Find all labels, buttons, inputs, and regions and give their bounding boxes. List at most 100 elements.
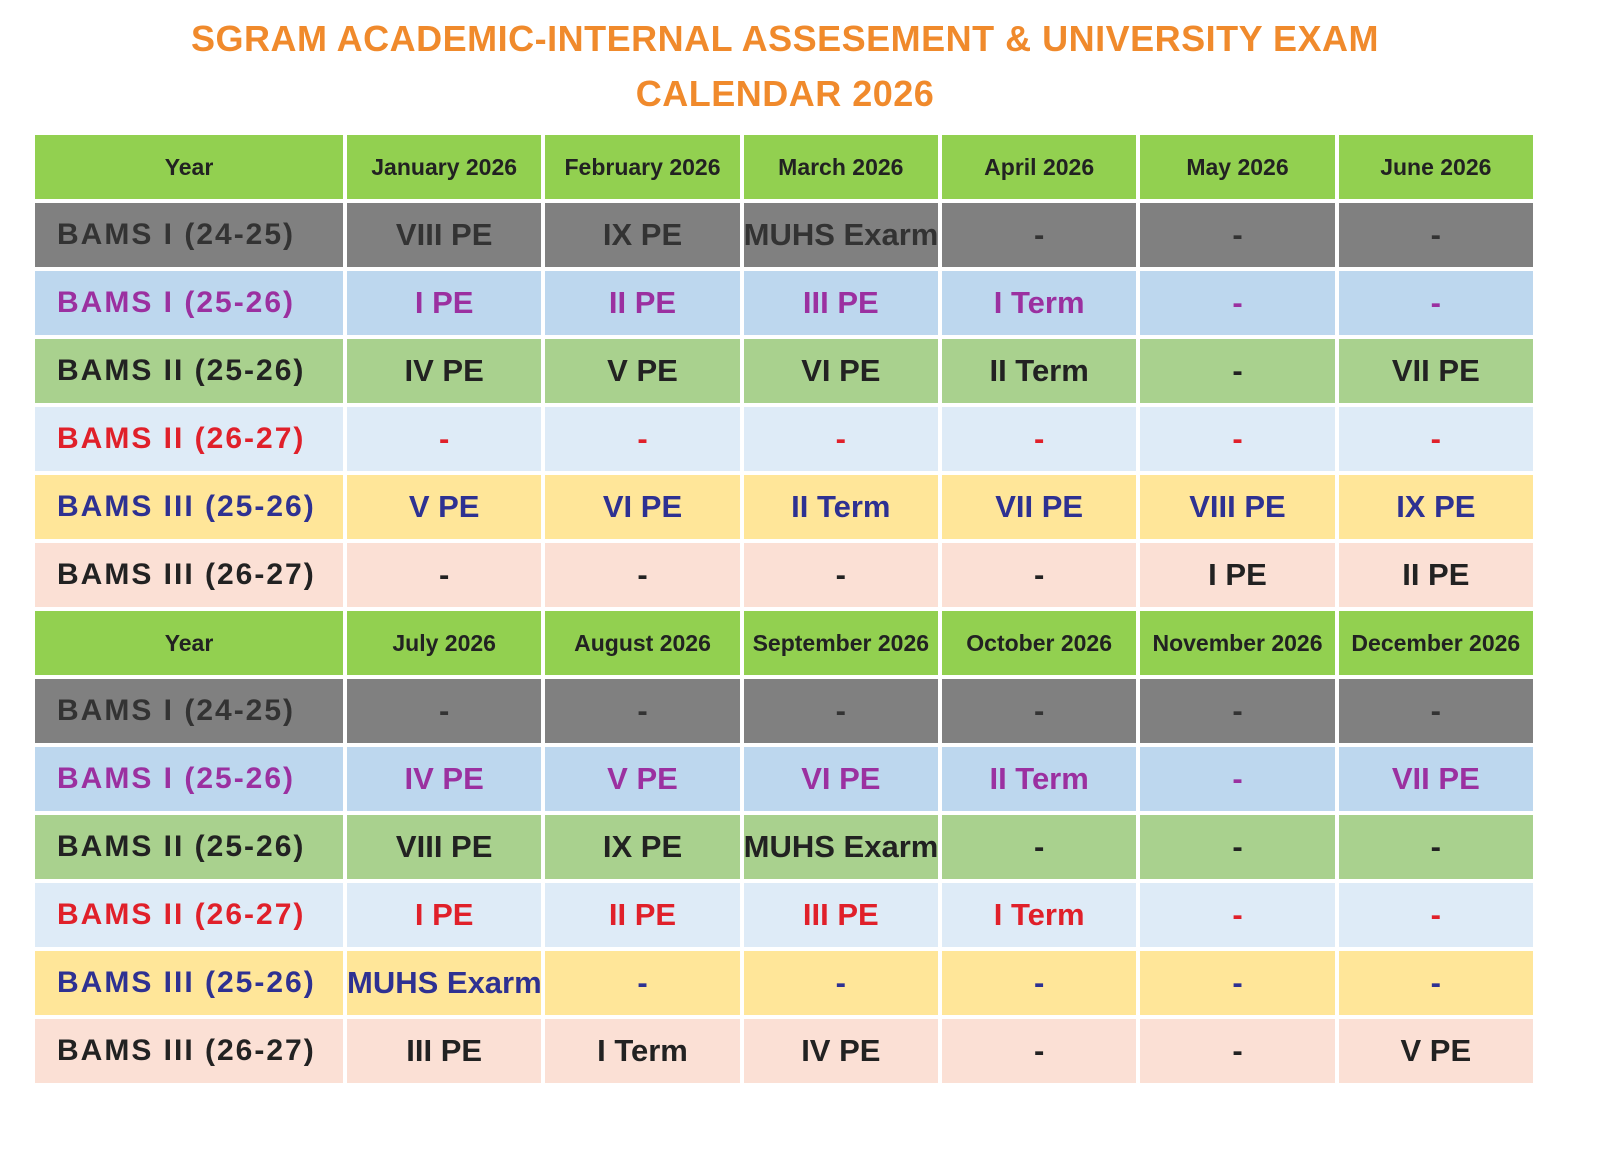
- row-label: BAMS III (25-26): [35, 475, 343, 539]
- cell: -: [1140, 271, 1335, 335]
- row: BAMS II (25-26) IV PE V PE VI PE II Term - VII…: [35, 339, 1533, 403]
- cell: II Term: [941, 339, 1137, 403]
- header-cell: Year: [35, 611, 343, 675]
- cell: V PE: [1338, 1019, 1533, 1083]
- cell: V PE: [545, 747, 740, 811]
- header-cell: August 2026: [545, 611, 740, 675]
- cell: -: [545, 407, 740, 471]
- header-cell: October 2026: [941, 611, 1137, 675]
- cell: VII PE: [941, 475, 1137, 539]
- cell: -: [347, 679, 542, 743]
- cell: -: [941, 679, 1137, 743]
- row: BAMS III (26-27) III PE I Term IV PE - - V PE: [35, 1019, 1533, 1083]
- cell: -: [941, 543, 1137, 607]
- cell: MUHS Exarm: [347, 951, 542, 1015]
- row-label: BAMS III (25-26): [35, 951, 343, 1015]
- cell: -: [1140, 951, 1335, 1015]
- header-cell: May 2026: [1140, 135, 1335, 199]
- cell: -: [347, 543, 542, 607]
- row: BAMS II (26-27) - - - - - -: [35, 407, 1533, 471]
- cell: IX PE: [545, 815, 740, 879]
- cell: III PE: [743, 883, 938, 947]
- cell: -: [1140, 339, 1335, 403]
- cell: MUHS Exarm: [743, 815, 938, 879]
- cell: II Term: [941, 747, 1137, 811]
- row-label: BAMS I (24-25): [35, 203, 343, 267]
- cell: -: [1140, 815, 1335, 879]
- header-cell: November 2026: [1140, 611, 1335, 675]
- cell: V PE: [347, 475, 542, 539]
- cell: I Term: [941, 883, 1137, 947]
- row: BAMS III (26-27) - - - - I PE II PE: [35, 543, 1533, 607]
- cell: -: [1338, 679, 1533, 743]
- row: BAMS I (25-26) IV PE V PE VI PE II Term - VII …: [35, 747, 1533, 811]
- cell: II Term: [743, 475, 938, 539]
- header-cell: December 2026: [1338, 611, 1533, 675]
- cell: -: [743, 407, 938, 471]
- header-cell: September 2026: [743, 611, 938, 675]
- row-label: BAMS III (26-27): [35, 1019, 343, 1083]
- cell: IV PE: [347, 339, 542, 403]
- cell: -: [545, 679, 740, 743]
- cell: IV PE: [347, 747, 542, 811]
- cell: VIII PE: [1140, 475, 1335, 539]
- cell: -: [743, 951, 938, 1015]
- cell: III PE: [347, 1019, 542, 1083]
- header-cell: April 2026: [941, 135, 1137, 199]
- cell: VII PE: [1338, 339, 1533, 403]
- cell: -: [1140, 407, 1335, 471]
- title: CALENDAR 2026: [635, 73, 935, 114]
- cell: VI PE: [743, 747, 938, 811]
- cell: -: [1338, 203, 1533, 267]
- cell: -: [1140, 203, 1335, 267]
- row: BAMS I (24-25) VIII PE IX PE MUHS Exarm - - -: [35, 203, 1533, 267]
- cell: IX PE: [1338, 475, 1533, 539]
- cell: I PE: [1140, 543, 1335, 607]
- header-cell: January 2026: [347, 135, 542, 199]
- header-row: Year January 2026 February 2026 March 2026 A…: [35, 135, 1533, 199]
- cell: -: [1140, 679, 1335, 743]
- cell: MUHS Exarm: [743, 203, 938, 267]
- cell: I PE: [347, 883, 542, 947]
- cell: -: [941, 815, 1137, 879]
- cell: II PE: [545, 883, 740, 947]
- cell: VIII PE: [347, 203, 542, 267]
- cell: I Term: [941, 271, 1137, 335]
- cell: V PE: [545, 339, 740, 403]
- cell: -: [1338, 883, 1533, 947]
- row-label: BAMS II (26-27): [35, 407, 343, 471]
- cell: -: [545, 543, 740, 607]
- row-label: BAMS II (25-26): [35, 339, 343, 403]
- header-cell: July 2026: [347, 611, 542, 675]
- cell: VI PE: [743, 339, 938, 403]
- cell: VI PE: [545, 475, 740, 539]
- cell: -: [1338, 951, 1533, 1015]
- cell: II PE: [1338, 543, 1533, 607]
- cell: -: [941, 1019, 1137, 1083]
- cell: -: [545, 951, 740, 1015]
- row: BAMS III (25-26) MUHS Exarm - - - - -: [35, 951, 1533, 1015]
- row: BAMS I (25-26) I PE II PE III PE I Term - -: [35, 271, 1533, 335]
- cell: -: [941, 951, 1137, 1015]
- cell: IV PE: [743, 1019, 938, 1083]
- cell: -: [1140, 883, 1335, 947]
- row-label: BAMS II (25-26): [35, 815, 343, 879]
- cell: II PE: [545, 271, 740, 335]
- cell: -: [1338, 271, 1533, 335]
- cell: -: [941, 203, 1137, 267]
- row: BAMS II (26-27) I PE II PE III PE I Term - -: [35, 883, 1533, 947]
- calendar-table: Year January 2026 February 2026 March 2026 A…: [31, 131, 1537, 1087]
- cell: -: [743, 679, 938, 743]
- row-label: BAMS I (25-26): [35, 271, 343, 335]
- cell: I PE: [347, 271, 542, 335]
- row-label: BAMS II (26-27): [35, 883, 343, 947]
- cell: -: [1140, 747, 1335, 811]
- row-label: BAMS III (26-27): [35, 543, 343, 607]
- cell: VII PE: [1338, 747, 1533, 811]
- cell: -: [347, 407, 542, 471]
- header-cell: Year: [35, 135, 343, 199]
- cell: IX PE: [545, 203, 740, 267]
- header-cell: June 2026: [1338, 135, 1533, 199]
- cell: I Term: [545, 1019, 740, 1083]
